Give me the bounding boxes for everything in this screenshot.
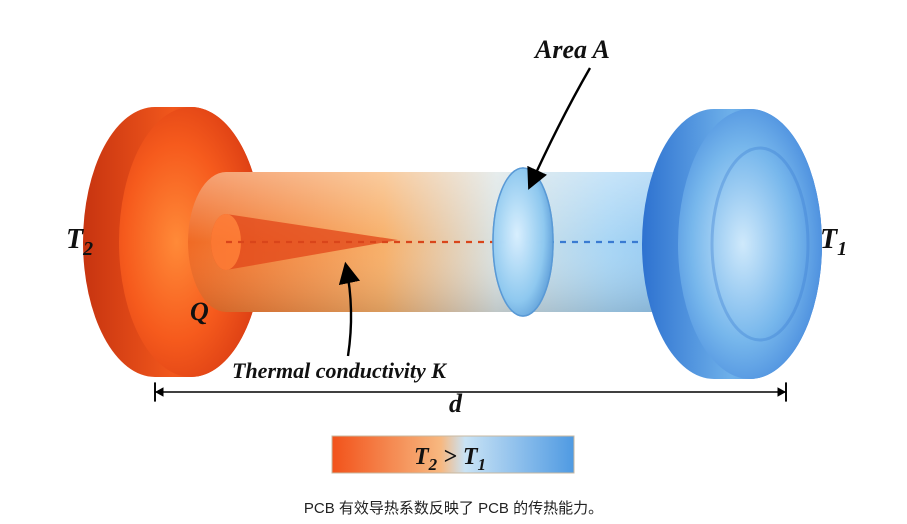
arrow-area-a xyxy=(530,68,590,186)
label-thermal-k: Thermal conductivity K xyxy=(232,358,447,383)
caption: PCB 有效导热系数反映了 PCB 的传热能力。 xyxy=(0,497,907,518)
ineq-mid: > T xyxy=(437,444,479,470)
thermal-conductivity-diagram: { "type": "infographic", "canvas": { "wi… xyxy=(0,0,907,524)
label-inequality: T2 > T1 xyxy=(414,444,486,474)
label-t1-sub: 1 xyxy=(837,238,847,260)
label-d: d xyxy=(449,389,463,418)
cold-disc xyxy=(642,109,822,379)
ineq-sub1: 2 xyxy=(428,455,438,474)
label-q: Q xyxy=(190,297,209,326)
ineq-pre: T xyxy=(414,444,430,470)
label-area-a: Area A xyxy=(533,35,610,64)
label-t1: T1 xyxy=(820,224,847,260)
label-t2-sub: 2 xyxy=(82,238,93,260)
area-disc-ellipse xyxy=(493,168,553,316)
ineq-sub2: 1 xyxy=(478,455,487,474)
diagram-svg: T2 T1 Q Area A Thermal conductivity K d … xyxy=(0,0,907,524)
